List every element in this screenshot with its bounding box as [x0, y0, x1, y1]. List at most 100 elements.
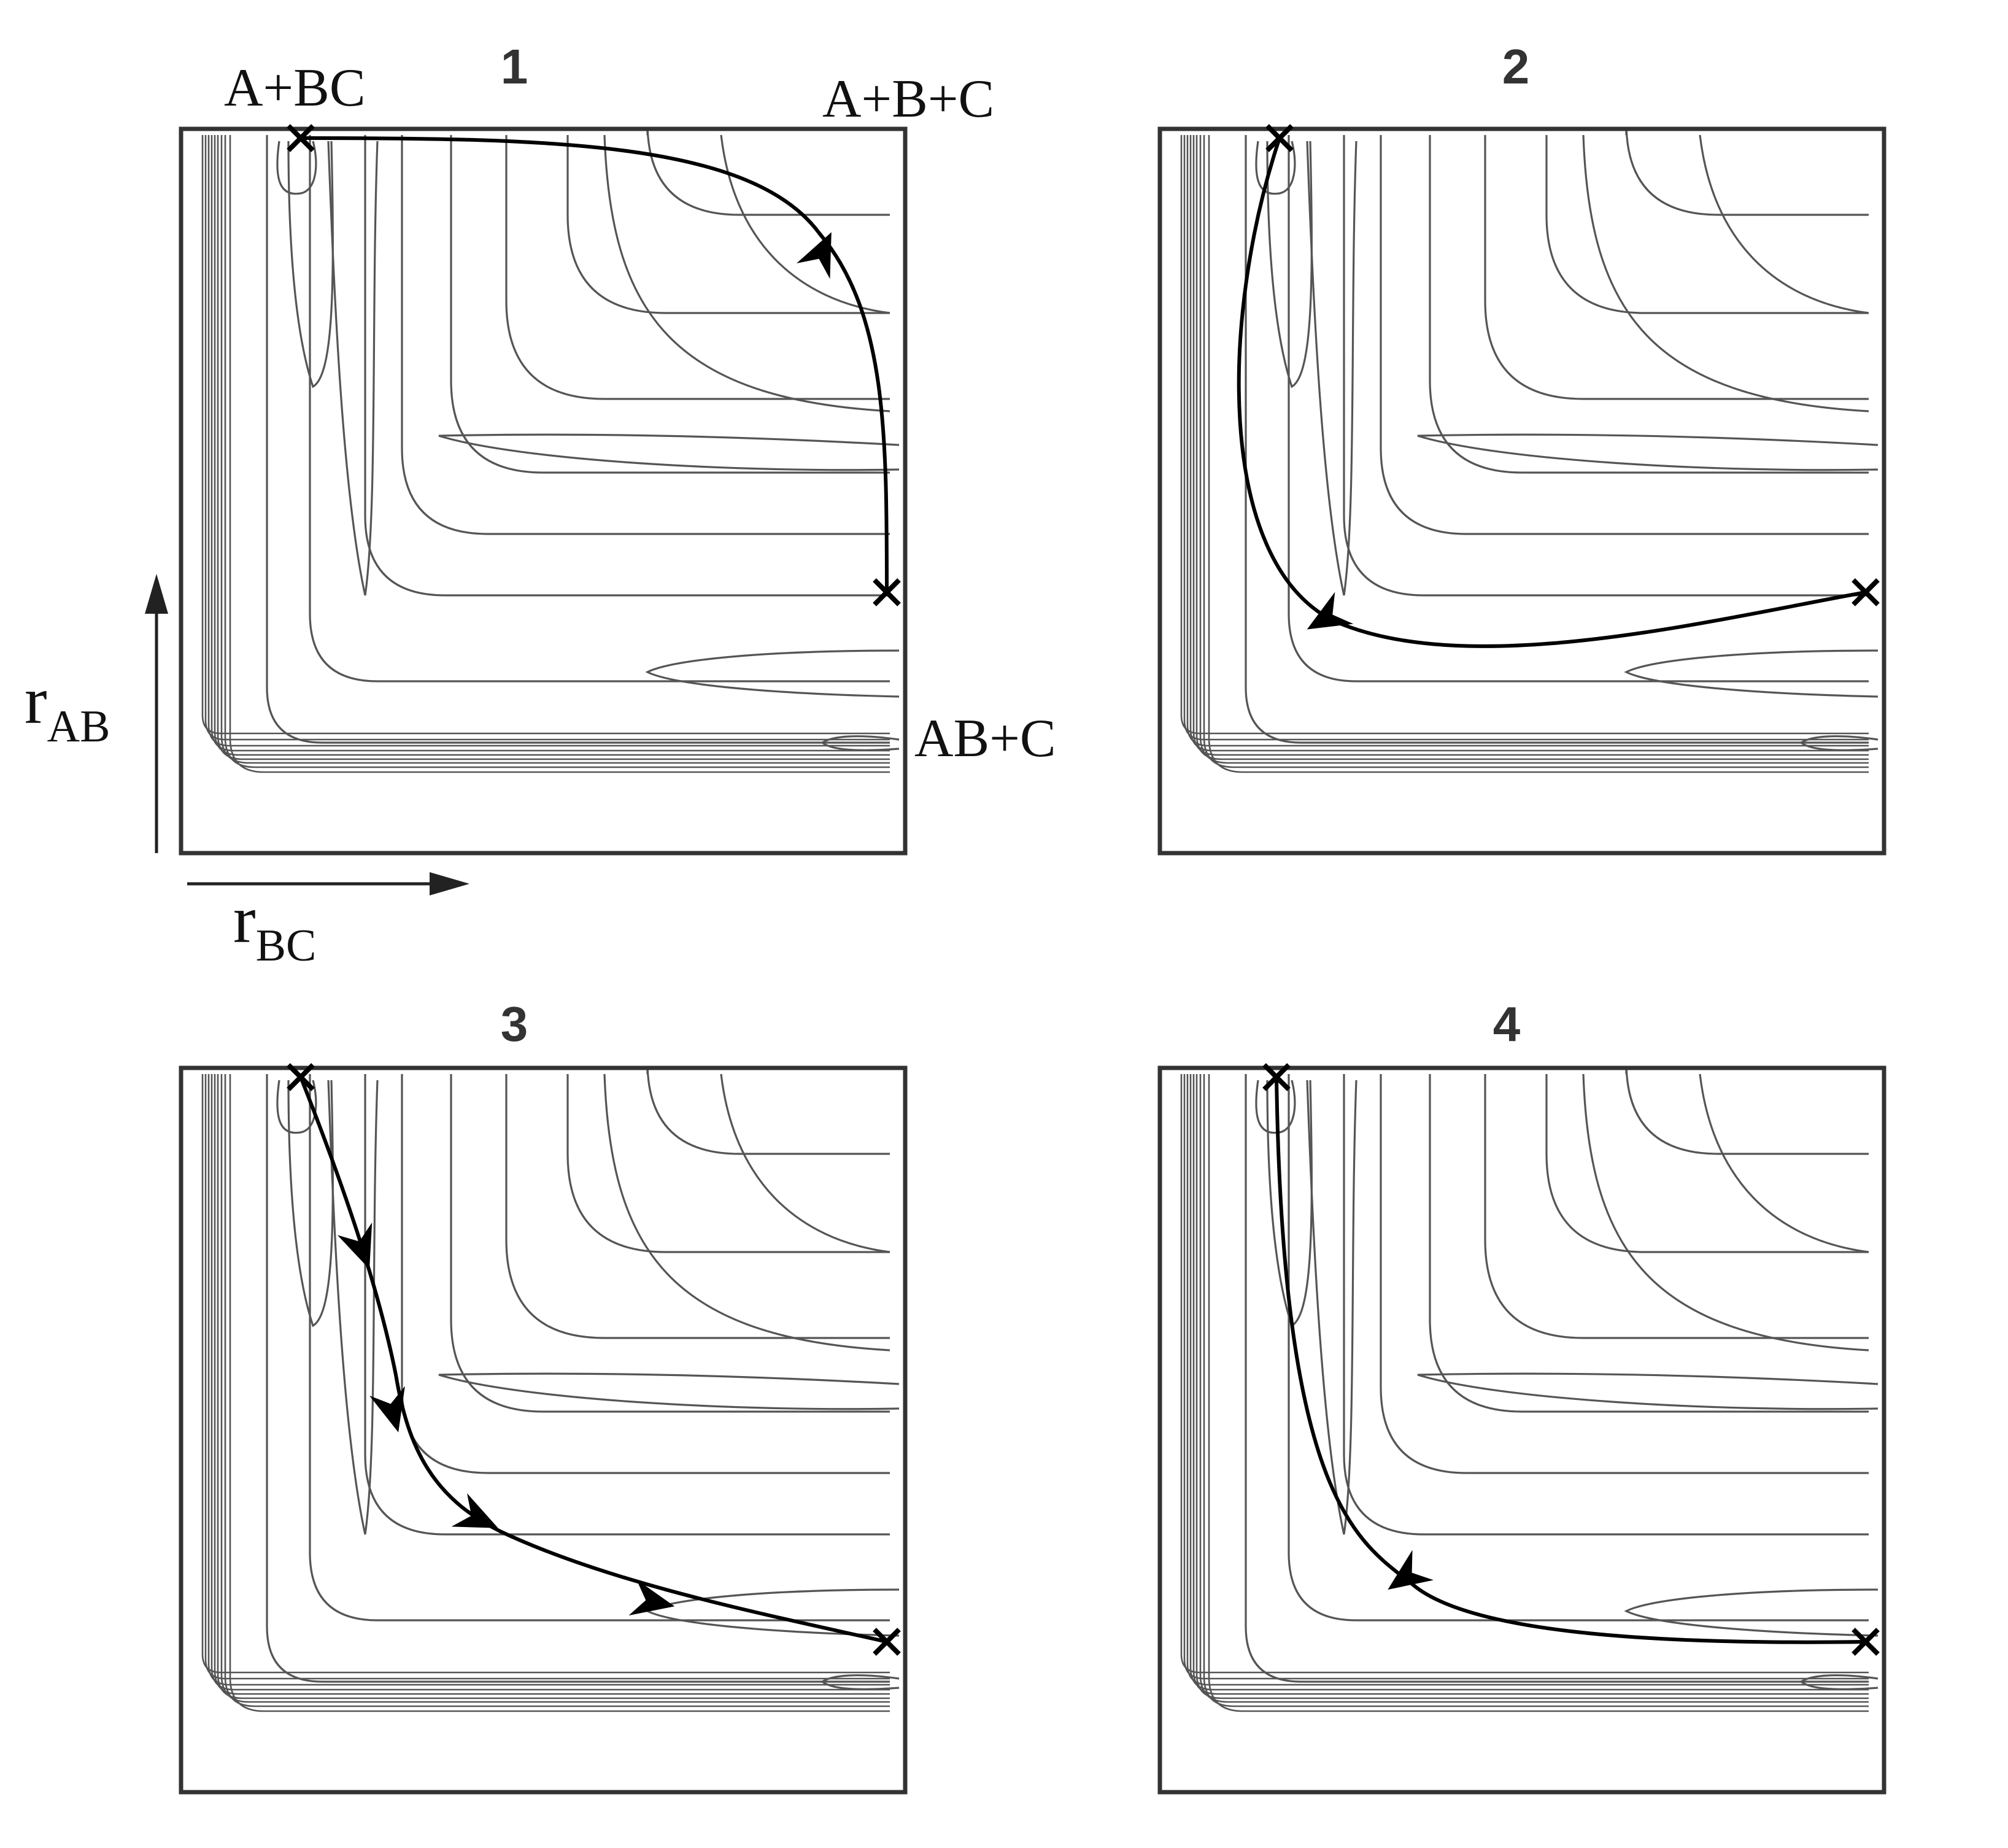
contour-line — [1183, 1074, 1869, 1680]
contour-line — [224, 1074, 890, 1707]
contour-lines — [201, 1068, 900, 1712]
contour-line — [1203, 135, 1869, 768]
contour-loop — [821, 735, 900, 751]
y-axis-arrow-head — [145, 574, 168, 614]
x-axis-label: rBC — [233, 882, 316, 971]
contour-line — [1484, 135, 1869, 400]
contour-loop — [276, 141, 317, 195]
contour-line — [1582, 134, 1869, 412]
end-point-cross-stroke — [1265, 124, 1294, 152]
contour-line — [603, 134, 890, 412]
y-axis-label: rAB — [25, 663, 110, 752]
direction-arrowhead — [797, 232, 832, 279]
contour-loop — [327, 141, 379, 596]
panel-number-4: 4 — [1493, 997, 1521, 1051]
reaction-path — [1237, 124, 1880, 648]
contour-line — [364, 1074, 890, 1536]
contour-loop — [821, 1674, 900, 1690]
contour-line — [229, 1074, 890, 1712]
contour-line — [214, 135, 890, 756]
label-dissociated: A+B+C — [822, 69, 994, 129]
contour-line — [566, 1074, 890, 1253]
contour-line — [401, 135, 890, 535]
contour-line — [309, 1074, 890, 1622]
contour-line — [229, 135, 890, 773]
contour-line — [1699, 134, 1869, 314]
y-axis-subscript: AB — [47, 702, 110, 752]
panel-1 — [179, 124, 908, 856]
contour-line — [1189, 135, 1869, 752]
panel-2 — [1157, 124, 1886, 856]
contour-line — [214, 1074, 890, 1695]
label-reactants: A+BC — [224, 58, 366, 118]
panel-frame — [179, 126, 908, 856]
end-point-cross-stroke — [1852, 578, 1880, 606]
x-axis-arrow-head — [430, 872, 469, 895]
contour-line — [566, 135, 890, 314]
contour-line — [224, 135, 890, 768]
y-axis-indicator: rAB — [25, 574, 168, 853]
contour-lines — [1180, 129, 1879, 773]
panel-number-2: 2 — [1502, 39, 1530, 94]
contour-line — [1429, 1074, 1869, 1413]
contour-line — [1484, 1074, 1869, 1339]
trajectory-curve — [1275, 1077, 1866, 1644]
panel-4 — [1157, 1063, 1886, 1795]
contour-loop — [1799, 1674, 1879, 1690]
panel-frame — [1157, 1065, 1886, 1795]
end-point-cross-stroke — [1262, 1063, 1291, 1091]
contour-line — [1699, 1073, 1869, 1253]
contour-line — [1288, 1074, 1869, 1622]
contour-line — [720, 134, 890, 314]
contour-line — [1288, 135, 1869, 682]
contour-line — [1203, 1074, 1869, 1707]
contour-line — [364, 135, 890, 597]
panel-number-3: 3 — [501, 997, 528, 1051]
contour-loop — [438, 433, 900, 471]
contour-line — [1429, 135, 1869, 474]
panel-3 — [179, 1063, 908, 1795]
contour-line — [210, 1074, 890, 1691]
contour-line — [1199, 135, 1869, 764]
end-point-cross-stroke — [873, 578, 901, 606]
direction-arrowhead — [628, 1579, 675, 1616]
contour-loop — [645, 649, 900, 698]
contour-loop — [1255, 141, 1296, 195]
contour-loop — [1417, 433, 1879, 471]
contour-line — [1545, 1074, 1869, 1253]
contour-line — [220, 135, 890, 764]
contour-line — [204, 135, 890, 741]
direction-arrowhead — [1388, 1550, 1434, 1590]
contour-line — [266, 135, 890, 744]
x-axis-main: r — [233, 882, 256, 957]
contour-line — [450, 135, 890, 474]
contour-loop — [276, 1080, 317, 1134]
contour-line — [1380, 1074, 1869, 1474]
contour-lines — [1180, 1068, 1879, 1712]
trajectory-curve — [300, 136, 889, 593]
contour-line — [401, 1074, 890, 1474]
panel-frame — [1157, 126, 1886, 856]
contour-line — [1625, 129, 1869, 216]
contour-line — [1245, 1074, 1869, 1683]
contour-line — [1195, 135, 1869, 760]
trajectory-curve — [299, 1076, 887, 1644]
direction-arrowhead — [337, 1222, 373, 1269]
contour-line — [1208, 1074, 1869, 1712]
contour-line — [217, 135, 890, 760]
direction-arrowhead — [1307, 592, 1354, 630]
contour-loop — [1799, 735, 1879, 751]
contour-line — [1208, 135, 1869, 773]
contour-line — [505, 1074, 890, 1339]
contour-loop — [1624, 1588, 1879, 1637]
contour-line — [646, 129, 890, 216]
contour-line — [1199, 1074, 1869, 1703]
contour-line — [266, 1074, 890, 1683]
contour-line — [217, 1074, 890, 1699]
end-point-cross-stroke — [1852, 1628, 1880, 1656]
reaction-path — [287, 1063, 901, 1656]
contour-line — [1582, 1073, 1869, 1351]
y-axis-main: r — [25, 663, 47, 738]
contour-line — [210, 135, 890, 752]
direction-arrowhead — [369, 1386, 405, 1432]
